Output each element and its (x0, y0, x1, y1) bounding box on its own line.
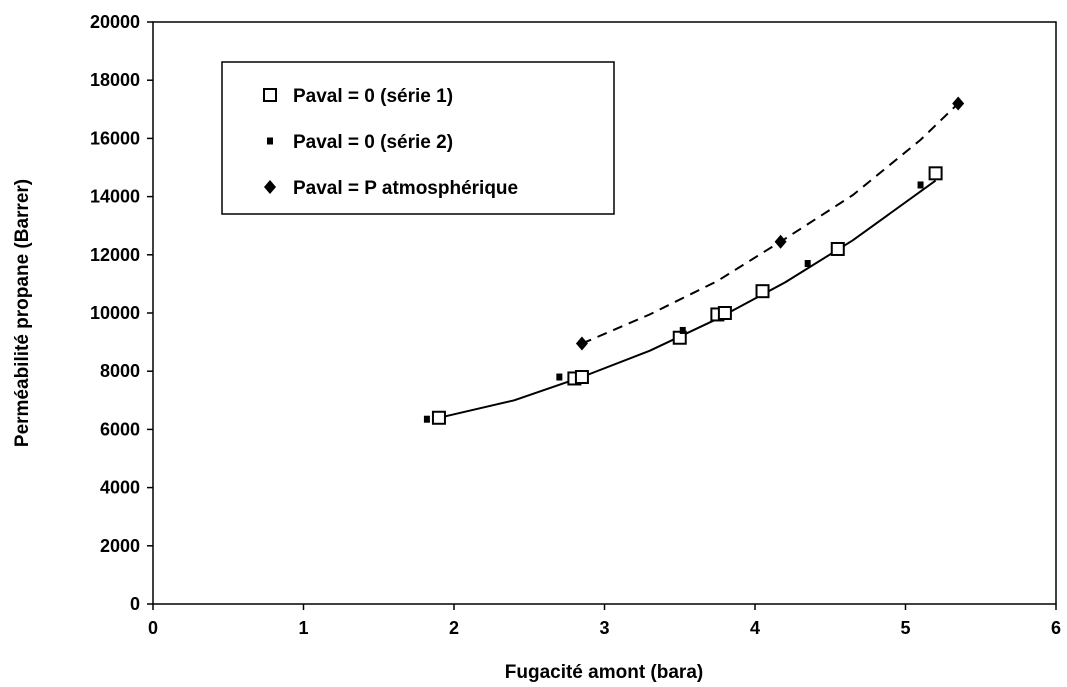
y-tick-label: 4000 (100, 478, 140, 498)
x-tick-label: 5 (900, 618, 910, 638)
x-axis-title: Fugacité amont (bara) (505, 662, 703, 683)
y-tick-label: 20000 (90, 12, 140, 32)
legend-label-series-2: Paval = 0 (série 2) (293, 132, 453, 153)
data-points (423, 96, 965, 425)
point-series-1 (431, 410, 446, 425)
y-tick-label: 6000 (100, 419, 140, 439)
point-series-3 (774, 234, 787, 249)
point-series-2 (423, 415, 430, 423)
axis-ticks: 0 1 2 3 4 5 6 0 2000 4000 6000 8000 10000 12000 14000 1… (90, 12, 1061, 638)
legend-marker-series-2 (267, 137, 273, 145)
trendline-dashed (581, 102, 959, 345)
x-tick-label: 6 (1051, 618, 1061, 638)
point-series-3 (575, 336, 588, 351)
x-tick-label: 3 (599, 618, 609, 638)
y-tick-label: 2000 (100, 536, 140, 556)
x-tick-label: 0 (148, 618, 158, 638)
legend-box (221, 61, 615, 215)
x-tick-label: 1 (298, 618, 308, 638)
y-tick-label: 12000 (90, 245, 140, 265)
y-tick-label: 8000 (100, 361, 140, 381)
y-tick-label: 10000 (90, 303, 140, 323)
legend-marker-series-3 (264, 180, 276, 194)
legend: Paval = 0 (série 1) Paval = 0 (série 2) … (221, 61, 615, 215)
legend-label-series-3: Paval = P atmosphérique (293, 178, 518, 199)
point-series-1 (755, 284, 770, 299)
point-series-1 (928, 166, 943, 181)
point-series-1 (574, 370, 589, 385)
y-tick-label: 14000 (90, 187, 140, 207)
x-tick-label: 4 (750, 618, 760, 638)
legend-marker-series-1 (263, 88, 277, 102)
legend-markers (263, 88, 277, 194)
x-tick-label: 2 (449, 618, 459, 638)
legend-label-series-1: Paval = 0 (série 1) (293, 86, 453, 107)
point-series-1 (830, 241, 845, 256)
point-series-2 (679, 326, 686, 334)
point-series-3 (952, 96, 965, 111)
point-series-2 (556, 373, 563, 381)
y-axis-title: Perméabilité propane (Barrer) (12, 179, 33, 447)
point-series-2 (804, 260, 811, 268)
y-tick-label: 0 (130, 594, 140, 614)
y-tick-label: 16000 (90, 128, 140, 148)
point-series-1 (672, 330, 687, 345)
y-tick-label: 18000 (90, 70, 140, 90)
point-series-1 (717, 306, 732, 320)
point-series-2 (917, 181, 924, 189)
